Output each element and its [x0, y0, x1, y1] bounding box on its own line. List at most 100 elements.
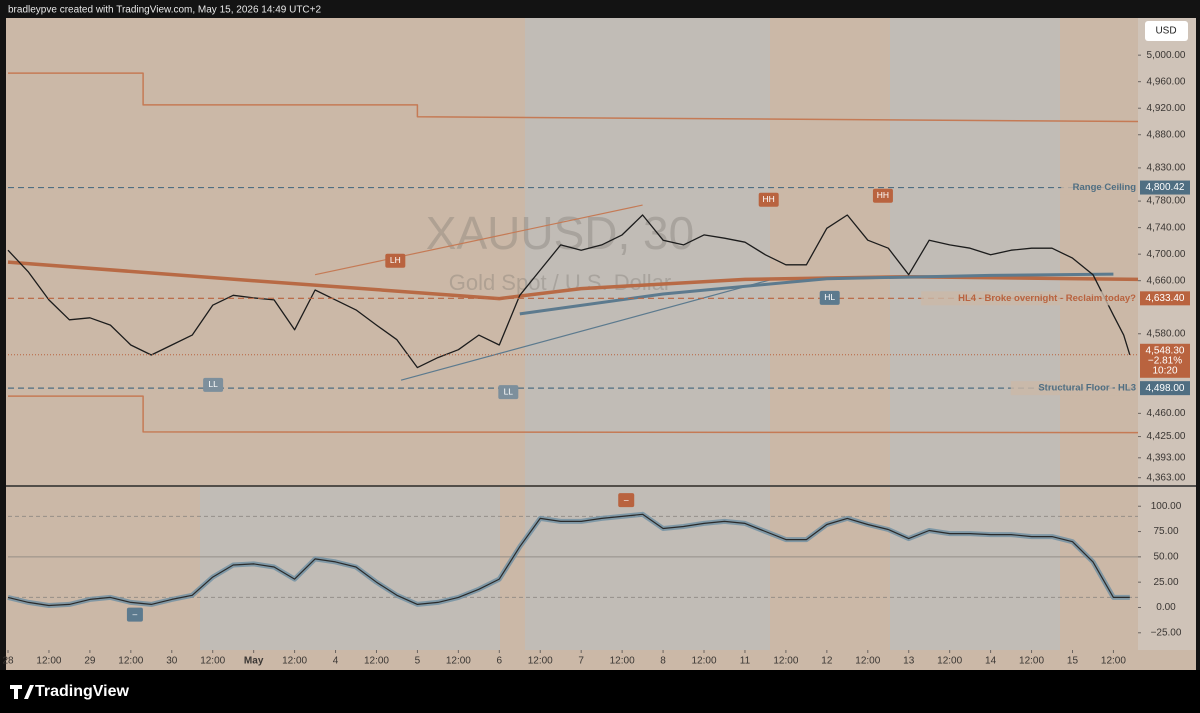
- marker: [126, 607, 143, 622]
- level-badge: [1140, 180, 1190, 195]
- level-text-bg: [1061, 180, 1134, 195]
- currency[interactable]: USD: [1155, 26, 1176, 37]
- y-tick-label: 4,460.00: [1147, 408, 1186, 419]
- x-tick-label: 12:00: [610, 656, 635, 667]
- x-tick-label: 14: [985, 656, 997, 667]
- marker: [203, 377, 224, 392]
- last-price-change: −2.81%: [1148, 355, 1182, 366]
- x-tick-label: May: [244, 656, 264, 667]
- series-line: [519, 272, 1114, 316]
- x-tick-label: 12:00: [118, 656, 143, 667]
- y-tick-label: 4,880.00: [1147, 129, 1186, 140]
- x-tick-label: 12:00: [1019, 656, 1044, 667]
- footer: [0, 670, 1200, 713]
- x-tick-label: 12: [821, 656, 833, 667]
- marker-label: HH: [877, 190, 889, 200]
- brand: TradingView: [35, 683, 130, 700]
- level-badge: [1140, 381, 1190, 396]
- x-tick-label: 28: [2, 656, 14, 667]
- y-tick-label: 75.00: [1153, 526, 1178, 537]
- currency-box[interactable]: [1145, 21, 1188, 41]
- x-tick-label: 12:00: [282, 656, 307, 667]
- trendline: [400, 279, 770, 381]
- y-tick-label: 4,960.00: [1147, 76, 1186, 87]
- countdown: 10:20: [1152, 365, 1177, 376]
- attribution: bradleypve created with TradingView.com,…: [8, 5, 321, 16]
- marker-label: LL: [504, 386, 514, 396]
- last-price-badge: [1140, 343, 1190, 378]
- x-tick-label: 12:00: [364, 656, 389, 667]
- series-line: [7, 214, 1131, 369]
- marker-label: –: [624, 494, 629, 504]
- level-label: 4,633.40: [1146, 293, 1185, 304]
- x-tick-label: 12:00: [691, 656, 716, 667]
- marker-label: HL: [824, 292, 835, 302]
- trendline: [314, 204, 643, 276]
- x-tick-label: 12:00: [200, 656, 225, 667]
- x-tick-label: 12:00: [1101, 656, 1126, 667]
- series-line: [8, 395, 1139, 434]
- marker: [385, 253, 406, 268]
- watermark-symbol: XAUUSD, 30: [426, 207, 694, 259]
- marker: [872, 188, 893, 203]
- session-zone: [890, 18, 1060, 485]
- series-line: [8, 72, 1139, 123]
- session-zone: [525, 487, 770, 650]
- level-label: 4,800.42: [1146, 182, 1185, 193]
- session-zone: [890, 487, 1060, 650]
- x-tick-label: 12:00: [855, 656, 880, 667]
- level-text: Range Ceiling: [1073, 182, 1137, 193]
- y-tick-label: 4,920.00: [1147, 103, 1186, 114]
- y-tick-label: 4,393.00: [1147, 452, 1186, 463]
- session-zone: [525, 18, 770, 485]
- price-axis-background: [1138, 18, 1196, 650]
- y-tick-label: 4,700.00: [1147, 249, 1186, 260]
- y-tick-label: 4,780.00: [1147, 196, 1186, 207]
- x-tick-label: 8: [660, 656, 666, 667]
- x-tick-label: 11: [740, 656, 751, 667]
- x-tick-label: 29: [84, 656, 96, 667]
- last-price-label: 4,548.30: [1146, 345, 1185, 356]
- y-tick-label: 4,660.00: [1147, 275, 1186, 286]
- y-tick-label: 0.00: [1156, 602, 1176, 613]
- x-tick-label: 15: [1067, 656, 1079, 667]
- y-tick-label: 4,740.00: [1147, 222, 1186, 233]
- x-tick-label: 12:00: [528, 656, 553, 667]
- series-line: [7, 513, 1130, 607]
- level-text: HL4 - Broke overnight - Reclaim today?: [958, 293, 1136, 304]
- level-badge: [1140, 291, 1190, 306]
- session-zone: [200, 487, 500, 650]
- x-tick-label: 4: [333, 656, 339, 667]
- x-tick-label: 12:00: [36, 656, 61, 667]
- marker-label: LL: [208, 379, 218, 389]
- y-tick-label: 100.00: [1151, 501, 1182, 512]
- level-text: Structural Floor - HL3: [1038, 383, 1136, 394]
- marker-label: LH: [390, 255, 401, 265]
- marker-label: HH: [763, 194, 775, 204]
- x-tick-label: 6: [497, 656, 503, 667]
- y-tick-label: 5,000.00: [1147, 50, 1186, 61]
- x-tick-label: 12:00: [446, 656, 471, 667]
- x-tick-label: 7: [578, 656, 584, 667]
- x-tick-label: 12:00: [773, 656, 798, 667]
- level-text-bg: [1010, 381, 1134, 396]
- level-text-bg: [921, 291, 1134, 306]
- y-tick-label: 4,830.00: [1147, 163, 1186, 174]
- y-tick-label: 4,425.00: [1147, 431, 1186, 442]
- marker-label: –: [133, 609, 138, 619]
- marker: [758, 192, 779, 207]
- x-tick-label: 5: [415, 656, 421, 667]
- y-tick-label: 4,363.00: [1147, 472, 1186, 483]
- marker: [819, 290, 840, 305]
- y-tick-label: −25.00: [1151, 627, 1182, 638]
- x-tick-label: 12:00: [937, 656, 962, 667]
- x-tick-label: 13: [903, 656, 915, 667]
- y-tick-label: 50.00: [1153, 551, 1178, 562]
- y-tick-label: 4,580.00: [1147, 328, 1186, 339]
- marker: [618, 493, 635, 508]
- level-label: 4,498.00: [1146, 383, 1185, 394]
- y-tick-label: 25.00: [1153, 577, 1178, 588]
- marker: [498, 385, 519, 400]
